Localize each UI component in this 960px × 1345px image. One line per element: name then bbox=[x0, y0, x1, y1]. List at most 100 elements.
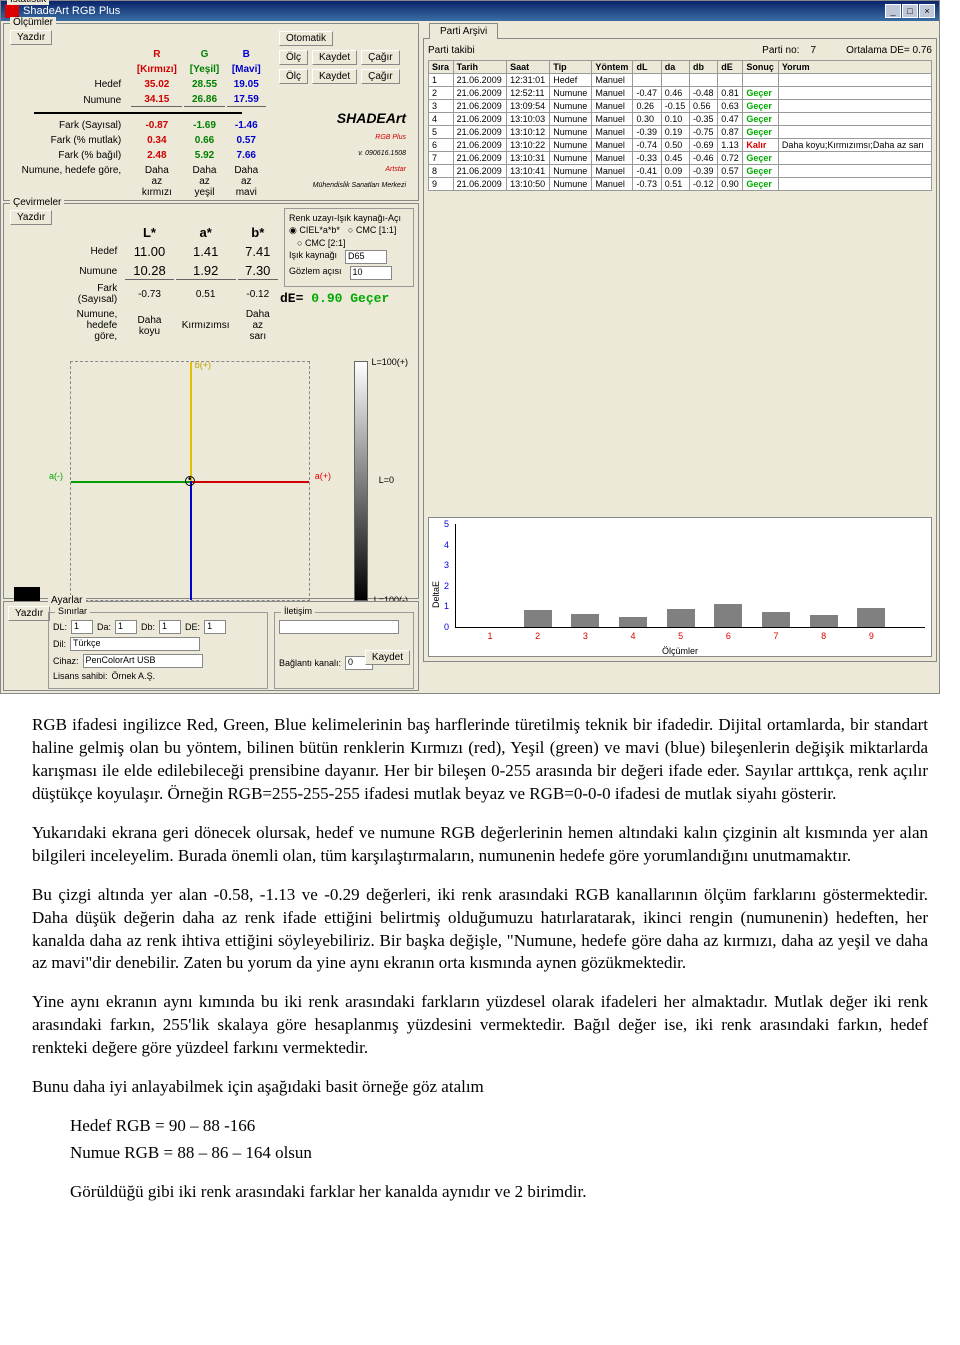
kaydet-button-2[interactable]: Kaydet bbox=[312, 69, 357, 84]
header-b: B bbox=[227, 48, 266, 61]
chart-ylabel: DeltaE bbox=[431, 581, 441, 608]
doc-ex1: Hedef RGB = 90 – 88 -166 bbox=[70, 1115, 928, 1138]
yazdır-button-3[interactable]: Yazdır bbox=[8, 606, 50, 621]
table-row[interactable]: 721.06.200913:10:31NumuneManuel-0.330.45… bbox=[429, 152, 932, 165]
lab-hedef-b: 7.41 bbox=[238, 243, 278, 260]
chart-origin-marker bbox=[185, 476, 195, 486]
sinirlar-group: Sınırlar DL:1 Da:1 Db:1 DE:1 Dil: Türkçe bbox=[48, 612, 268, 689]
doc-p4: Yine aynı ekranın aynı kımında bu iki re… bbox=[32, 991, 928, 1060]
panel-title-ayarlar: Ayarlar bbox=[48, 595, 86, 606]
lab-numune-b: 7.30 bbox=[238, 262, 278, 280]
chart-bar bbox=[762, 612, 790, 627]
lbl-aplus: a(+) bbox=[315, 471, 331, 481]
rgb-fs-g: -1.69 bbox=[184, 119, 224, 132]
table-row[interactable]: 621.06.200913:10:22NumuneManuel-0.740.50… bbox=[429, 139, 932, 152]
document-text: RGB ifadesi ingilizce Red, Green, Blue k… bbox=[0, 694, 960, 1240]
table-row[interactable]: 221.06.200912:52:11NumuneManuel-0.470.46… bbox=[429, 87, 932, 100]
de-input[interactable]: 1 bbox=[204, 620, 226, 634]
table-header: Sonuç bbox=[743, 61, 778, 74]
table-row[interactable]: 521.06.200913:10:12NumuneManuel-0.390.19… bbox=[429, 126, 932, 139]
rgb-fark-sayisal-label: Fark (Sayısal) bbox=[10, 119, 129, 132]
opts-title: Renk uzayı-Işık kaynağı-Açı bbox=[289, 213, 409, 223]
minimize-button[interactable]: _ bbox=[885, 4, 901, 18]
table-header: Tarih bbox=[453, 61, 506, 74]
dil-select[interactable]: Türkçe bbox=[70, 637, 200, 651]
de-label: DE: bbox=[185, 622, 200, 632]
radio-cmc21[interactable]: ○ CMC [2:1] bbox=[297, 238, 345, 248]
table-row[interactable]: 121.06.200912:31:01HedefManuel bbox=[429, 74, 932, 87]
chart-bar bbox=[619, 617, 647, 627]
da-label: Da: bbox=[97, 622, 111, 632]
iletisim-input[interactable] bbox=[279, 620, 399, 634]
cagir-button-2[interactable]: Çağır bbox=[361, 69, 399, 84]
lab-numune-label: Numune bbox=[55, 262, 123, 280]
de-result: dE= 0.90 Geçer bbox=[280, 291, 414, 306]
app-icon bbox=[5, 4, 19, 18]
lab-comment-a: Kırmızımsı bbox=[176, 308, 236, 343]
rgb-hedef-r: 35.02 bbox=[131, 78, 182, 91]
kaydet-button-1[interactable]: Kaydet bbox=[312, 50, 357, 65]
chart-bar bbox=[857, 608, 885, 627]
lab-fark-label: Fark (Sayısal) bbox=[55, 282, 123, 306]
lab-numune-a: 1.92 bbox=[176, 262, 236, 280]
header-r2: [Kırmızı] bbox=[131, 63, 182, 76]
doc-ex3: Görüldüğü gibi iki renk arasındaki farkl… bbox=[70, 1181, 928, 1204]
table-row[interactable]: 921.06.200913:10:50NumuneManuel-0.730.51… bbox=[429, 178, 932, 191]
table-header: dE bbox=[718, 61, 743, 74]
table-row[interactable]: 321.06.200913:09:54NumuneManuel0.26-0.15… bbox=[429, 100, 932, 113]
table-row[interactable]: 821.06.200913:10:41NumuneManuel-0.410.09… bbox=[429, 165, 932, 178]
rgb-fs-r: -0.87 bbox=[131, 119, 182, 132]
iletisim-title: İletişim bbox=[281, 606, 315, 616]
sinirlar-title: Sınırlar bbox=[55, 606, 90, 616]
rgb-numune-r: 34.15 bbox=[131, 93, 182, 107]
parti-no-label: Parti no: bbox=[762, 45, 799, 56]
radio-cmc11[interactable]: ○ CMC [1:1] bbox=[348, 225, 396, 236]
kaydet-button-3[interactable]: Kaydet bbox=[365, 650, 410, 665]
isik-select[interactable]: D65 bbox=[345, 250, 387, 264]
lab-header-l: L* bbox=[125, 224, 174, 241]
table-row[interactable]: 421.06.200913:10:03NumuneManuel0.300.10-… bbox=[429, 113, 932, 126]
chart-bar bbox=[810, 615, 838, 627]
db-input[interactable]: 1 bbox=[159, 620, 181, 634]
lbl-lmid: L=0 bbox=[379, 475, 394, 485]
isik-label: Işık kaynağı bbox=[289, 250, 337, 264]
rgb-hedef-g: 28.55 bbox=[184, 78, 224, 91]
olc-button-2[interactable]: Ölç bbox=[279, 69, 308, 84]
gozlem-select[interactable]: 10 bbox=[350, 266, 392, 280]
table-header: Yorum bbox=[778, 61, 931, 74]
rgb-numune-g: 26.86 bbox=[184, 93, 224, 107]
brand-company2: Mühendislik Sanatları Merkezi bbox=[313, 182, 406, 189]
rgb-fb-g: 5.92 bbox=[184, 149, 224, 162]
rgb-fb-r: 2.48 bbox=[131, 149, 182, 162]
cihaz-select[interactable]: PenColorArt USB bbox=[83, 654, 203, 668]
tab-parti-arsivi[interactable]: Parti Arşivi bbox=[429, 23, 498, 39]
cagir-button-1[interactable]: Çağır bbox=[361, 50, 399, 65]
lab-hedef-a: 1.41 bbox=[176, 243, 236, 260]
brand-name: SHADEArt bbox=[337, 110, 406, 126]
yazdır-button-2[interactable]: Yazdır bbox=[10, 210, 52, 225]
lab-plot: b(+) b(-) a(+) a(-) bbox=[70, 361, 310, 601]
close-button[interactable]: × bbox=[919, 4, 935, 18]
rgb-fb-b: 7.66 bbox=[227, 149, 266, 162]
radio-cielab[interactable]: ◉ CIEL*a*b* bbox=[289, 225, 340, 236]
maximize-button[interactable]: □ bbox=[902, 4, 918, 18]
brand-logo: SHADEArt RGB Plus v. 090616.1508 Artstar… bbox=[313, 110, 406, 190]
dl-input[interactable]: 1 bbox=[71, 620, 93, 634]
db-label: Db: bbox=[141, 622, 155, 632]
lab-hedef-l: 11.00 bbox=[125, 243, 174, 260]
chart-bar bbox=[714, 604, 742, 627]
chart-xlabel: Ölçümler bbox=[662, 646, 698, 656]
olcumler-panel: Ölçümler Yazdır Otomatik Ölç Kaydet Çağı… bbox=[3, 23, 419, 201]
yazdır-button-1[interactable]: Yazdır bbox=[10, 30, 52, 45]
header-r: R bbox=[131, 48, 182, 61]
dil-label: Dil: bbox=[53, 639, 66, 649]
lab-fark-b: -0.12 bbox=[238, 282, 278, 306]
brand-version: v. 090616.1508 bbox=[358, 150, 406, 157]
panel-title-olcumler: Ölçümler bbox=[10, 17, 56, 28]
lightness-bar bbox=[354, 361, 368, 601]
otomatik-button[interactable]: Otomatik bbox=[279, 31, 333, 46]
parti-no-value: 7 bbox=[811, 45, 817, 56]
lab-fark-l: -0.73 bbox=[125, 282, 174, 306]
da-input[interactable]: 1 bbox=[115, 620, 137, 634]
olc-button-1[interactable]: Ölç bbox=[279, 50, 308, 65]
